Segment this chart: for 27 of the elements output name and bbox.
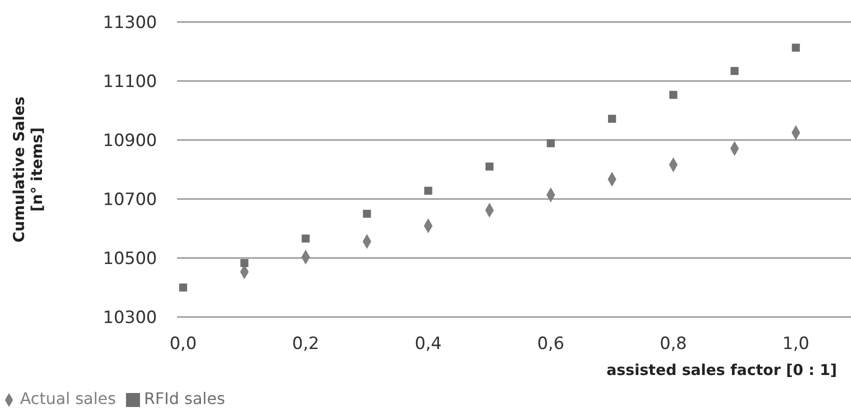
x-tick-label: 1,0 bbox=[782, 334, 810, 354]
y-tick-label: 11100 bbox=[102, 72, 157, 92]
y-tick-label: 10300 bbox=[102, 308, 157, 328]
point bbox=[792, 44, 800, 52]
point bbox=[424, 186, 432, 195]
y-tick-label: 10500 bbox=[102, 249, 157, 270]
x-tick-label: 0,0 bbox=[170, 334, 197, 354]
point bbox=[546, 139, 555, 148]
x-axis-title: assisted sales factor [0 : 1] bbox=[606, 361, 837, 379]
y-axis-title: Cumulative Sales [n° items] bbox=[10, 96, 46, 242]
point bbox=[362, 210, 371, 218]
point bbox=[730, 66, 739, 75]
point bbox=[179, 284, 188, 292]
point bbox=[240, 259, 248, 268]
y-tick-label: 10900 bbox=[102, 131, 157, 152]
y-tick-label: 10700 bbox=[102, 190, 157, 210]
point bbox=[669, 90, 678, 99]
y-tick-label: 11300 bbox=[102, 13, 157, 34]
legend-label: Actual sales bbox=[20, 389, 116, 408]
point bbox=[608, 114, 616, 123]
legend-label: RFId sales bbox=[144, 389, 226, 408]
point bbox=[302, 234, 310, 243]
x-tick-label: 0,8 bbox=[660, 334, 687, 354]
x-tick-label: 0,4 bbox=[414, 334, 442, 354]
x-tick-label: 0,2 bbox=[292, 334, 320, 354]
point bbox=[485, 162, 494, 171]
x-tick-label: 0,6 bbox=[537, 334, 564, 354]
